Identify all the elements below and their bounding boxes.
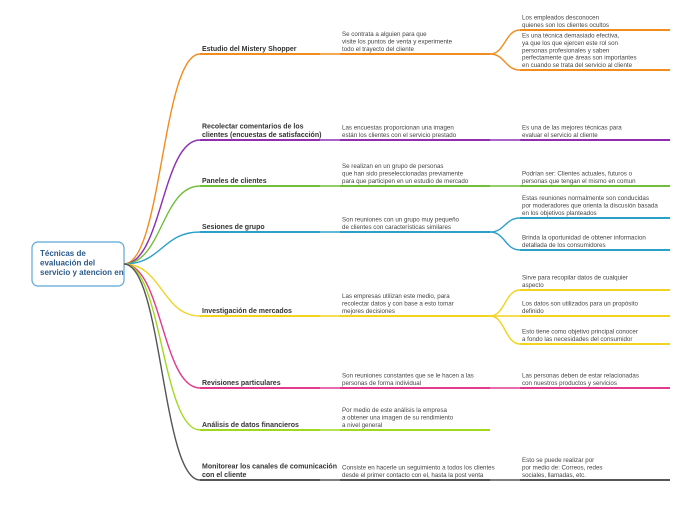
branch-label: Recolectar comentarios de losclientes (e…	[202, 124, 321, 139]
connector	[124, 186, 200, 264]
connector	[124, 264, 200, 480]
branch-label: Revisiones particulares	[202, 380, 281, 387]
leaf-text: Esto se puede realizar porpor medio de: …	[522, 457, 602, 479]
connector	[490, 316, 520, 344]
mid-text: Consiste en hacerle un seguimiento a tod…	[342, 465, 495, 479]
leaf-text: Los datos son utilizados para un propósi…	[522, 301, 638, 315]
leaf-text: Las personas deben de estar relacionadas…	[522, 373, 639, 387]
leaf-text: Los empleados desconocenquienes son los …	[522, 15, 609, 29]
mid-text: Se contrata a alguien para quevisite los…	[342, 31, 453, 53]
branch-label: Investigación de mercados	[202, 308, 292, 315]
mid-text: Son reuniones con un grupo muy pequeñode…	[342, 217, 460, 231]
connector	[490, 30, 520, 54]
connector	[490, 54, 520, 70]
connector	[490, 290, 520, 316]
leaf-text: Estas reuniones normalmente son conducid…	[522, 195, 658, 217]
mid-text: Son reuniones constantes que se le hacen…	[342, 373, 474, 387]
mid-text: Se realizan en un grupo de personasque h…	[342, 163, 469, 185]
branch-label: Análisis de datos financieros	[202, 422, 299, 429]
leaf-text: Esto tiene como objetivo principal conoc…	[522, 329, 638, 343]
mid-text: Por medio de este análisis la empresaa o…	[342, 407, 454, 429]
branch-label: Sesiones de grupo	[202, 224, 265, 231]
leaf-text: Sirve para recopilar datos de cualquiera…	[522, 275, 628, 289]
branch-label: Estudio del Mistery Shopper	[202, 46, 297, 53]
connector	[490, 218, 520, 232]
leaf-text: Es una de las mejores técnicas paraevalu…	[522, 125, 622, 139]
mid-text: Las empresas utilizan este medio, parare…	[342, 293, 454, 315]
leaf-text: Brinda la oportunidad de obtener informa…	[522, 235, 646, 249]
branch-label: Paneles de clientes	[202, 178, 267, 185]
branch-label: Monitorear los canales de comunicaciónco…	[202, 464, 337, 479]
connector	[490, 232, 520, 250]
leaf-text: Podrían ser: Clientes actuales, futuros …	[522, 171, 636, 185]
leaf-text: Es una técnica demasiado efectiva,ya que…	[522, 32, 637, 69]
mid-text: Las encuestas proporcionan una imagenest…	[342, 125, 457, 139]
